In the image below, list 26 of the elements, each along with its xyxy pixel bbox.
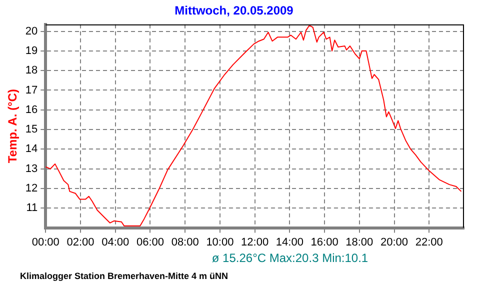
x-tick-label: 02:00 <box>66 236 94 248</box>
text: ø 15.26°C Max:20.3 Min:10.1 <box>210 251 370 265</box>
y-tick-label: 12 <box>25 182 38 195</box>
x-tick-label: 10:00 <box>206 236 234 248</box>
text: Klimalogger Station Bremerhaven-Mitte 4 m üNN <box>20 271 228 281</box>
x-tick-label: 22:00 <box>415 236 443 248</box>
y-tick-label: 19 <box>25 44 38 57</box>
y-tick-label: 17 <box>25 84 38 96</box>
x-tick-label: 06:00 <box>136 236 164 248</box>
y-axis-title: Temp. A. (°C) <box>6 89 20 164</box>
y-tick-label: 18 <box>25 64 38 77</box>
y-tick-label: 11 <box>26 202 38 214</box>
x-tick-label: 18:00 <box>346 236 374 248</box>
x-tick-label: 14:00 <box>276 236 304 248</box>
x-tick-label: 16:00 <box>310 236 338 248</box>
x-tick-label: 08:00 <box>171 236 199 248</box>
x-tick-label: 20:00 <box>380 236 408 248</box>
y-tick-label: 14 <box>25 143 38 156</box>
y-tick-label: 13 <box>25 162 38 175</box>
y-tick-label: 20 <box>25 25 38 38</box>
x-tick-label: 04:00 <box>102 236 130 248</box>
chart-title: Mittwoch, 20.05.2009 <box>174 4 294 18</box>
x-tick-label: 00:00 <box>32 236 60 248</box>
x-tick-label: 12:00 <box>241 236 269 248</box>
y-tick-label: 16 <box>25 104 38 116</box>
y-tick-label: 15 <box>25 124 38 136</box>
